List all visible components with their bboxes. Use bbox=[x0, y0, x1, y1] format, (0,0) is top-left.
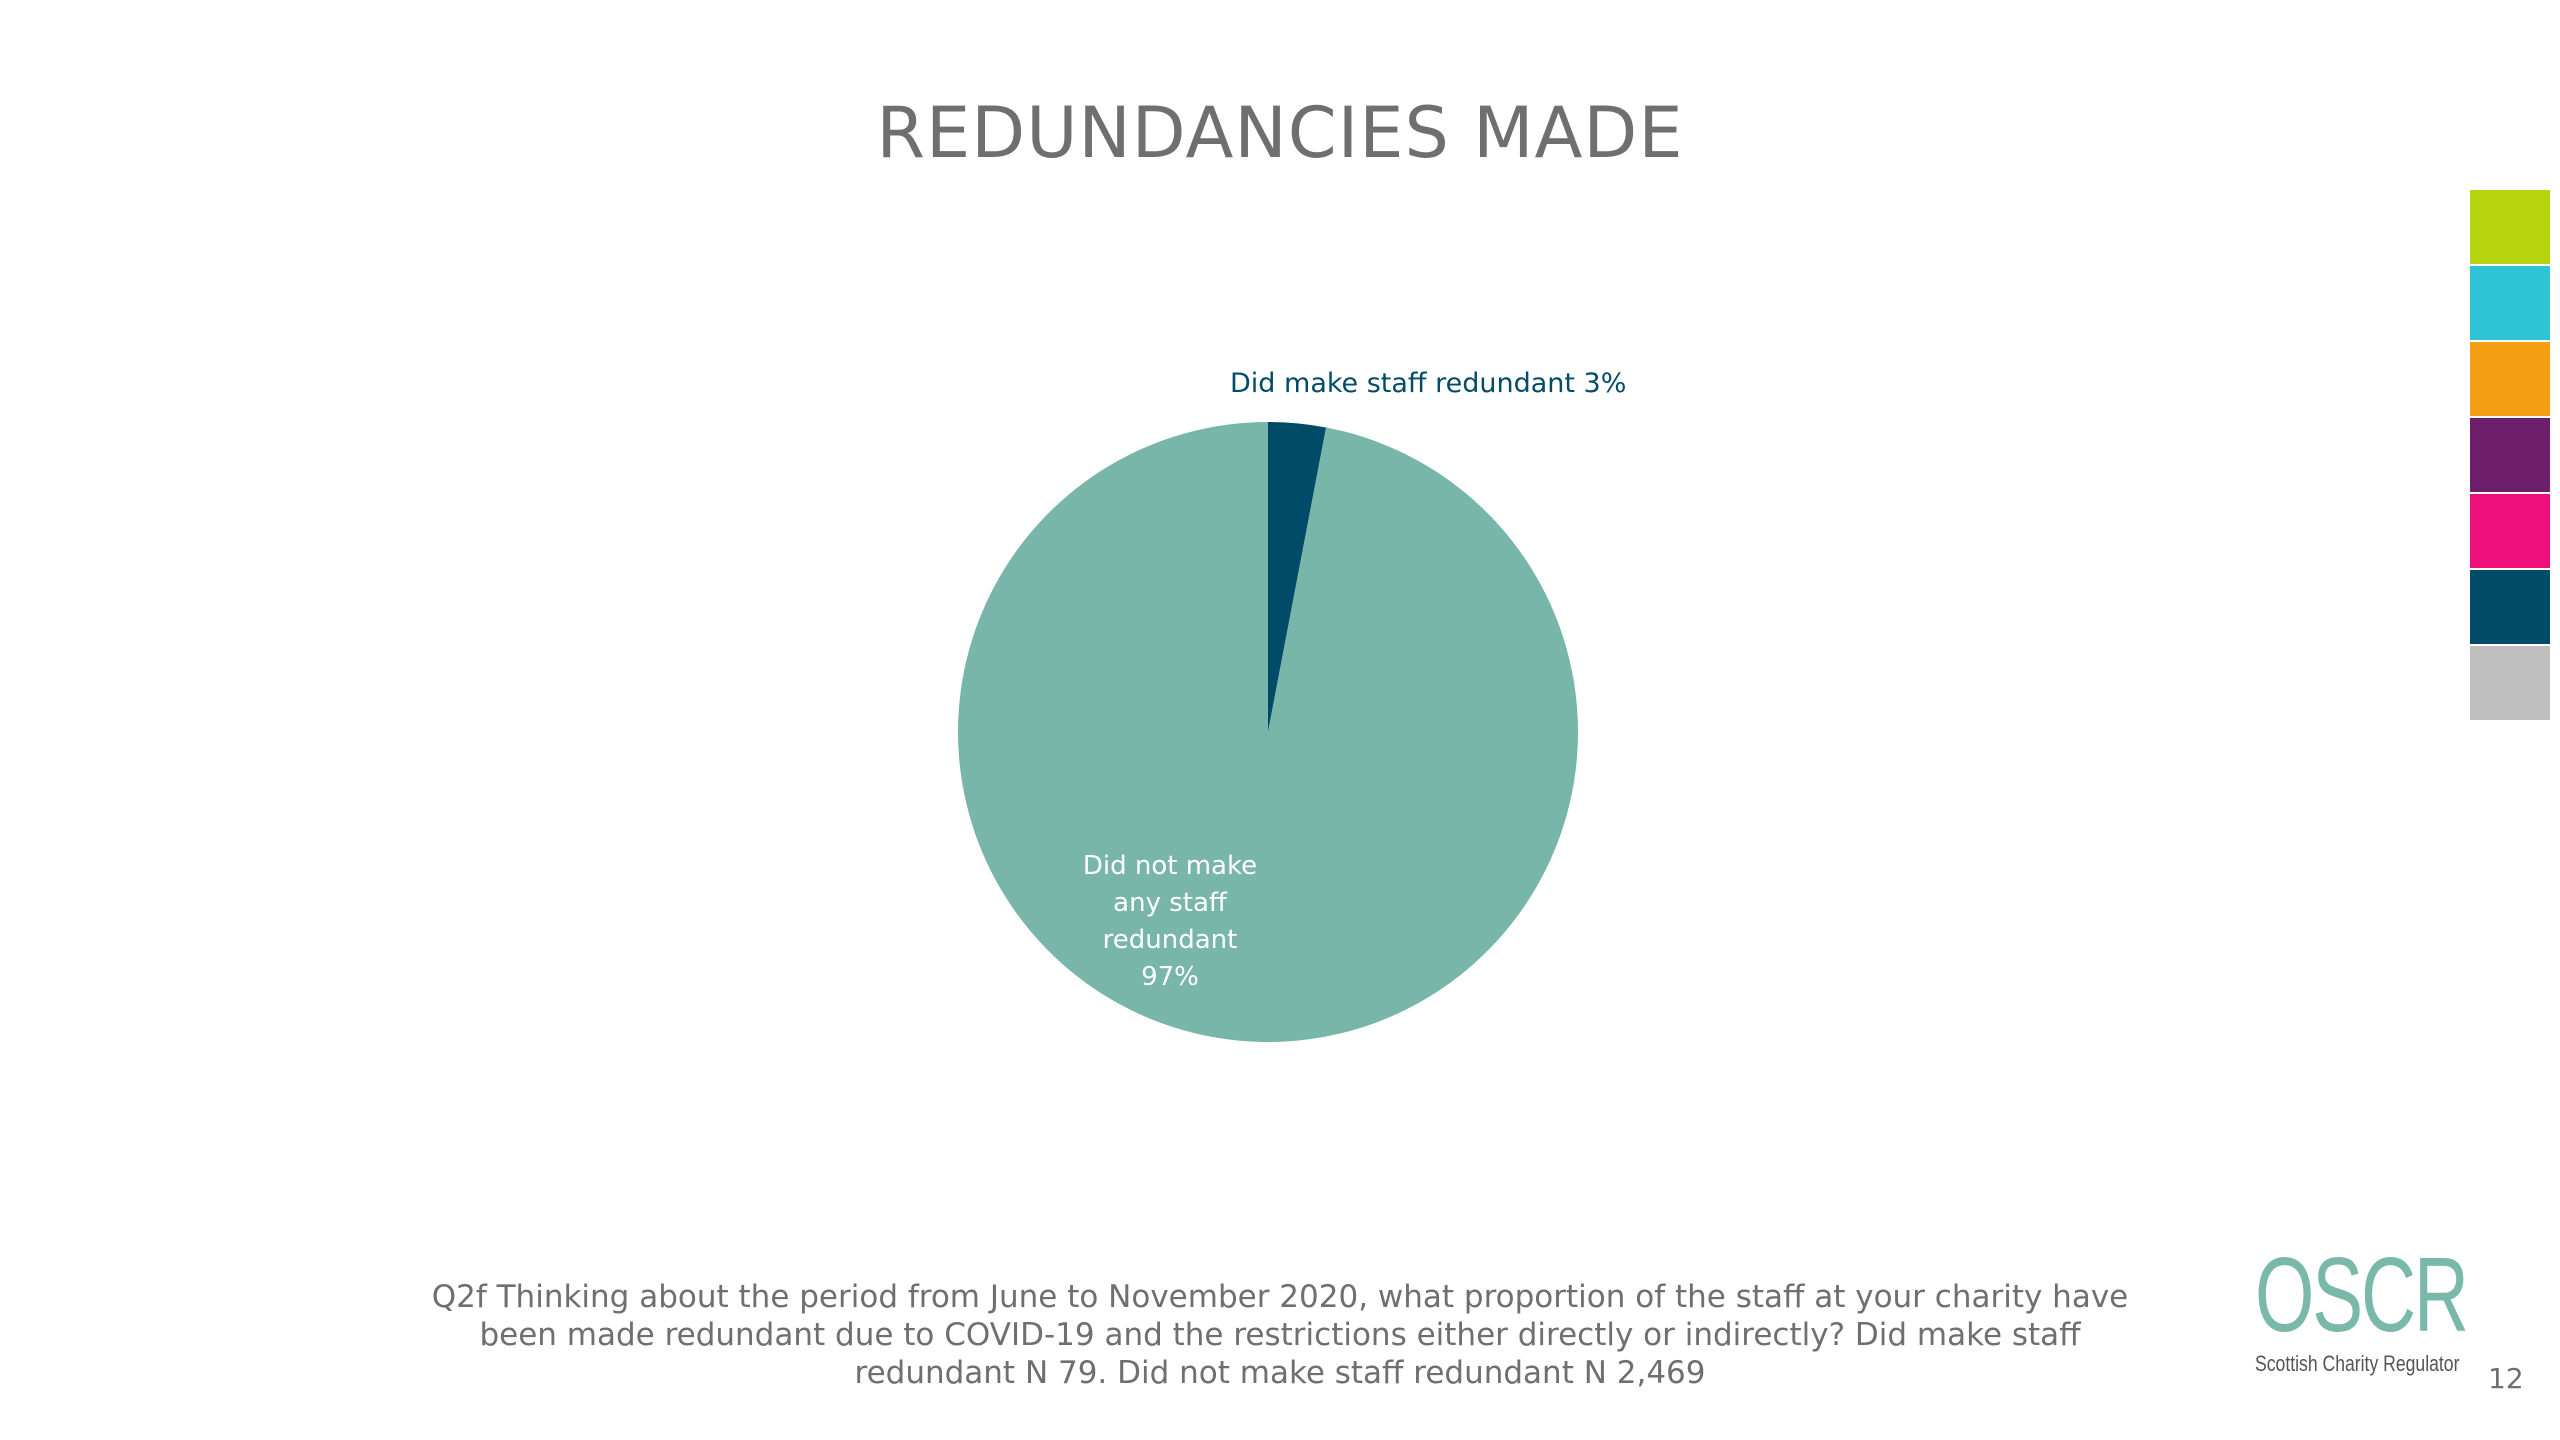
color-strip-block bbox=[2470, 266, 2550, 340]
color-strip-block bbox=[2470, 190, 2550, 264]
question-footnote: Q2f Thinking about the period from June … bbox=[431, 1279, 2129, 1391]
page-number: 12 bbox=[2488, 1362, 2524, 1395]
slice-label-did-not-make-redundant: Did not make any staff redundant 97% bbox=[1050, 848, 1290, 996]
slice-label-line: redundant bbox=[1102, 925, 1238, 955]
slice-label-line: 97% bbox=[1141, 962, 1199, 992]
logo-tagline: Scottish Charity Regulator bbox=[2255, 1351, 2460, 1376]
slice-label-did-make-redundant: Did make staff redundant 3% bbox=[1230, 368, 1627, 399]
color-strip-block bbox=[2470, 418, 2550, 492]
slice-label-line: any staff bbox=[1113, 888, 1227, 918]
page-title: REDUNDANCIES MADE bbox=[876, 92, 1684, 174]
oscr-logo: OSCR Scottish Charity Regulator bbox=[2255, 1236, 2470, 1377]
pie-slice-1 bbox=[958, 422, 1579, 1042]
color-strip bbox=[2470, 190, 2550, 722]
pie-slice-0 bbox=[1268, 422, 1327, 732]
color-strip-block bbox=[2470, 570, 2550, 644]
color-strip-block bbox=[2470, 646, 2550, 720]
color-strip-block bbox=[2470, 342, 2550, 416]
logo-wordmark: OSCR bbox=[2255, 1236, 2469, 1354]
slice-label-line: Did not make bbox=[1082, 851, 1258, 881]
pie-slices bbox=[958, 422, 1579, 1042]
color-strip-block bbox=[2470, 494, 2550, 568]
